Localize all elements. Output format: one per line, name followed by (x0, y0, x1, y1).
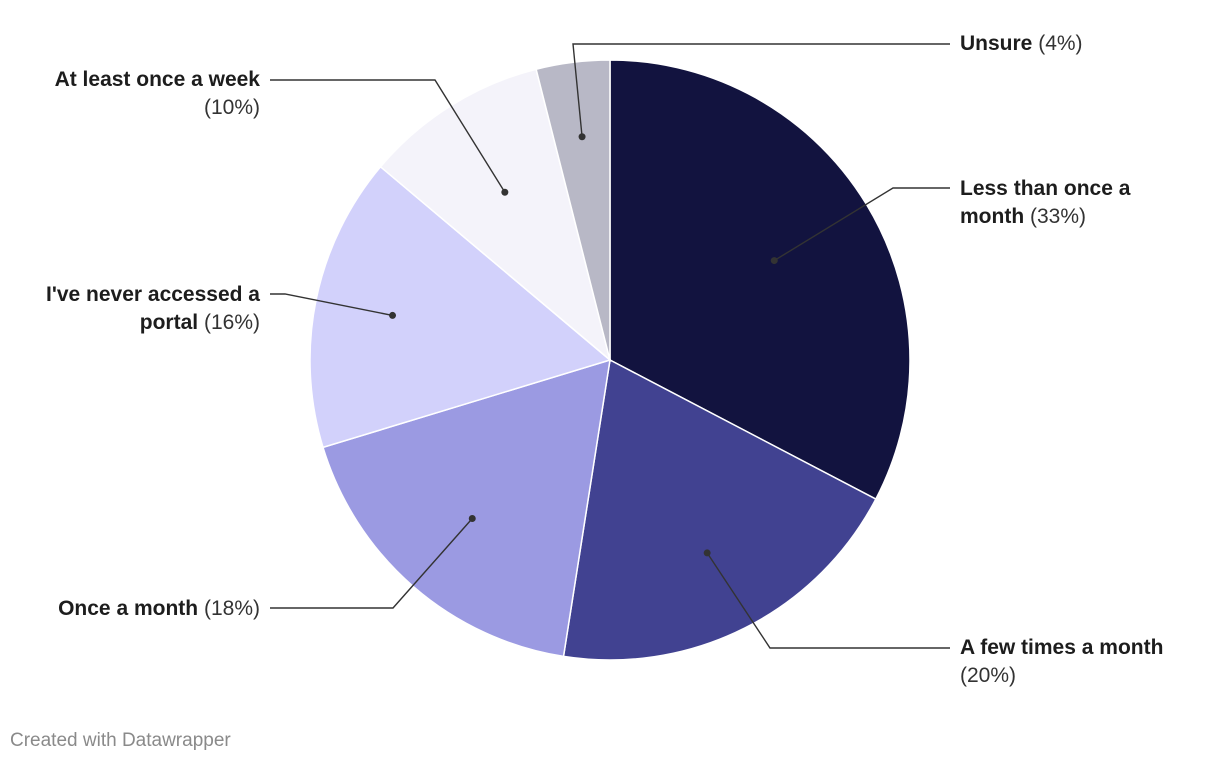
slice-label-once-a-month: Once a month (18%) (10, 595, 260, 623)
slice-label-percent: (4%) (1038, 32, 1083, 55)
slice-label-never-accessed-portal: I've never accessed a portal (16%) (10, 281, 260, 337)
leader-dot-0 (770, 257, 778, 265)
slice-label-text: Unsure (960, 32, 1033, 55)
slice-label-percent: (16%) (203, 311, 260, 334)
leader-line-4 (270, 79, 506, 193)
leader-line-5 (572, 43, 950, 137)
leader-line-0 (773, 187, 950, 262)
slice-label-text: I've never accessed a portal (46, 283, 260, 334)
leader-dot-2 (468, 515, 476, 523)
pie-slice-5 (535, 59, 611, 361)
slice-label-unsure: Unsure (4%) (960, 30, 1210, 58)
leader-dot-1 (703, 549, 711, 557)
slice-label-percent: (20%) (960, 664, 1017, 687)
leader-line-2 (270, 518, 473, 609)
leader-line-1 (706, 552, 950, 649)
slice-label-percent: (10%) (203, 96, 260, 119)
leader-dot-4 (501, 188, 509, 196)
slice-label-text: Less than once a month (960, 177, 1131, 228)
slice-label-a-few-times-a-month: A few times a month (20%) (960, 634, 1200, 690)
leader-dot-3 (389, 311, 397, 319)
credit-footer: Created with Datawrapper (10, 730, 231, 751)
slice-label-text: Once a month (58, 597, 199, 620)
slice-label-text: A few times a month (960, 636, 1164, 659)
pie-slice-2 (322, 358, 611, 658)
pie-slices (309, 59, 911, 661)
pie-slice-1 (562, 358, 877, 661)
label-leader-lines (270, 43, 950, 649)
slice-label-at-least-once-a-week: At least once a week (10%) (10, 66, 260, 122)
leader-dot-5 (578, 133, 586, 141)
slice-label-percent: (33%) (1030, 205, 1087, 228)
slice-label-percent: (18%) (203, 597, 260, 620)
slice-label-text: At least once a week (54, 68, 260, 91)
leader-line-3 (270, 293, 393, 317)
slice-label-less-than-once-a-month: Less than once a month (33%) (960, 175, 1170, 231)
